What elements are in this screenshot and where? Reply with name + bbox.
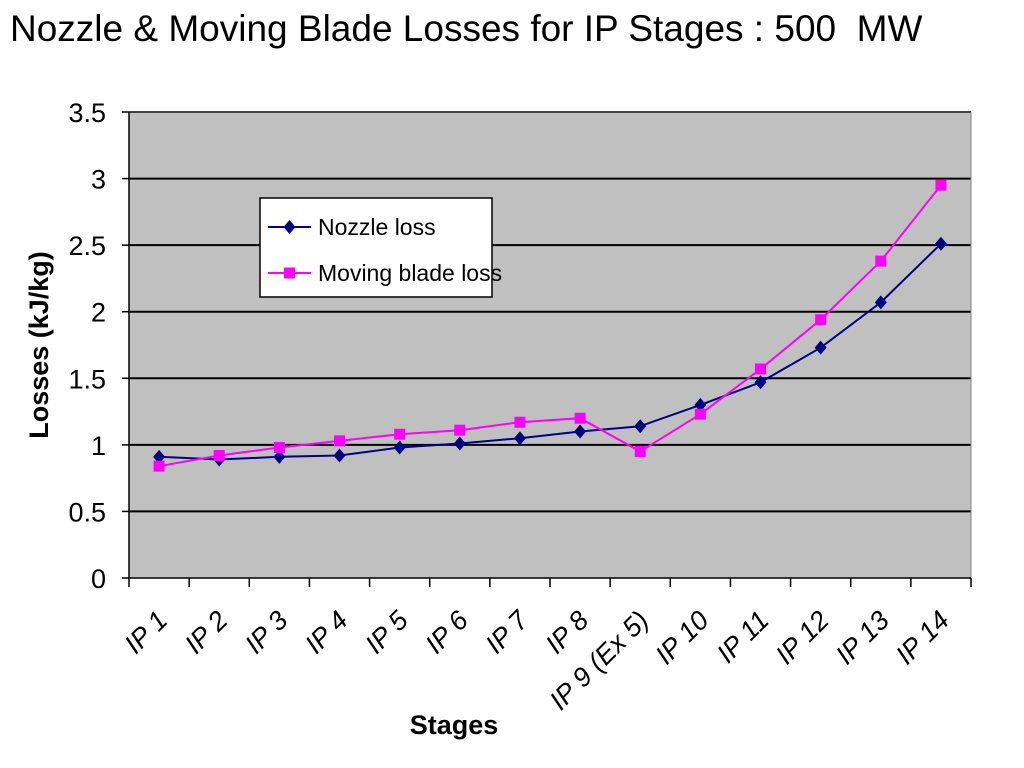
data-point-square (454, 424, 466, 436)
data-point-diamond (874, 295, 887, 310)
data-point-square (273, 442, 285, 454)
series-layer (153, 179, 947, 472)
data-point-square (634, 446, 646, 458)
legend-marker-moving-blade (284, 267, 295, 279)
data-point-diamond (934, 236, 947, 251)
x-tick-label: IP 10 (650, 605, 715, 670)
data-point-square (815, 314, 827, 326)
x-axis-title: Stages (410, 710, 499, 740)
y-tick-label: 0.5 (68, 497, 106, 527)
legend-label-nozzle: Nozzle loss (318, 214, 436, 240)
data-point-square (394, 428, 406, 440)
legend: Nozzle loss Moving blade loss (259, 197, 502, 298)
data-point-square (574, 412, 586, 424)
y-tick-label: 2 (91, 298, 106, 328)
data-point-diamond (273, 449, 286, 464)
legend-box (259, 197, 493, 298)
y-tick-label: 3 (91, 165, 106, 195)
data-point-diamond (754, 375, 767, 390)
y-axis-title: Losses (kJ/kg) (24, 251, 54, 439)
x-tick-label: IP 12 (770, 605, 835, 670)
page-title: Nozzle & Moving Blade Losses for IP Stag… (10, 8, 923, 49)
x-tick-label: IP 1 (119, 605, 173, 659)
x-tick-label: IP 13 (830, 605, 895, 670)
data-point-square (514, 416, 526, 428)
data-point-square (875, 255, 887, 267)
data-point-diamond (694, 397, 707, 412)
x-tick-label: IP 3 (239, 605, 293, 659)
legend-label-moving-blade: Moving blade loss (318, 260, 502, 286)
x-tick-label: IP 6 (420, 604, 475, 659)
data-point-diamond (513, 431, 526, 446)
y-tick-label: 0 (91, 564, 106, 594)
legend-marker-nozzle (283, 220, 296, 234)
data-point-square (694, 408, 706, 420)
x-tick-label: IP 14 (890, 605, 955, 670)
x-tick-label: IP 2 (179, 605, 233, 659)
data-point-diamond (333, 448, 346, 463)
x-tick-label: IP 7 (480, 604, 535, 659)
y-tick-label: 2.5 (68, 231, 106, 261)
data-point-diamond (574, 424, 587, 439)
x-axis-ticks: IP 1 IP 2 IP 3 IP 4 IP 5 IP 6 IP 7 IP 8IP 9 (Ex… (119, 578, 972, 716)
x-tick-label: IP 11 (711, 605, 775, 669)
x-tick-label: IP 5 (359, 604, 414, 659)
series-nozzle-loss (153, 236, 947, 467)
data-point-square (334, 435, 345, 447)
series-line (158, 184, 942, 468)
data-point-diamond (453, 436, 466, 451)
data-point-square (755, 363, 766, 375)
data-point-square (935, 179, 947, 191)
data-point-diamond (153, 449, 166, 464)
series-line (159, 243, 942, 461)
data-point-diamond (814, 340, 827, 355)
y-tick-label: 1 (91, 431, 106, 461)
y-axis-ticks: 0 0.5 1 1.5 2 2.5 3 3.5 (68, 98, 129, 594)
y-tick-label: 3.5 (68, 98, 106, 128)
data-point-square (213, 450, 225, 462)
series-moving-blade-loss (153, 179, 947, 472)
y-tick-label: 1.5 (68, 364, 106, 394)
data-point-diamond (393, 440, 406, 455)
plot-area (129, 112, 971, 578)
x-tick-label: IP 4 (299, 605, 353, 659)
data-point-diamond (634, 419, 647, 434)
data-point-square (153, 460, 165, 472)
